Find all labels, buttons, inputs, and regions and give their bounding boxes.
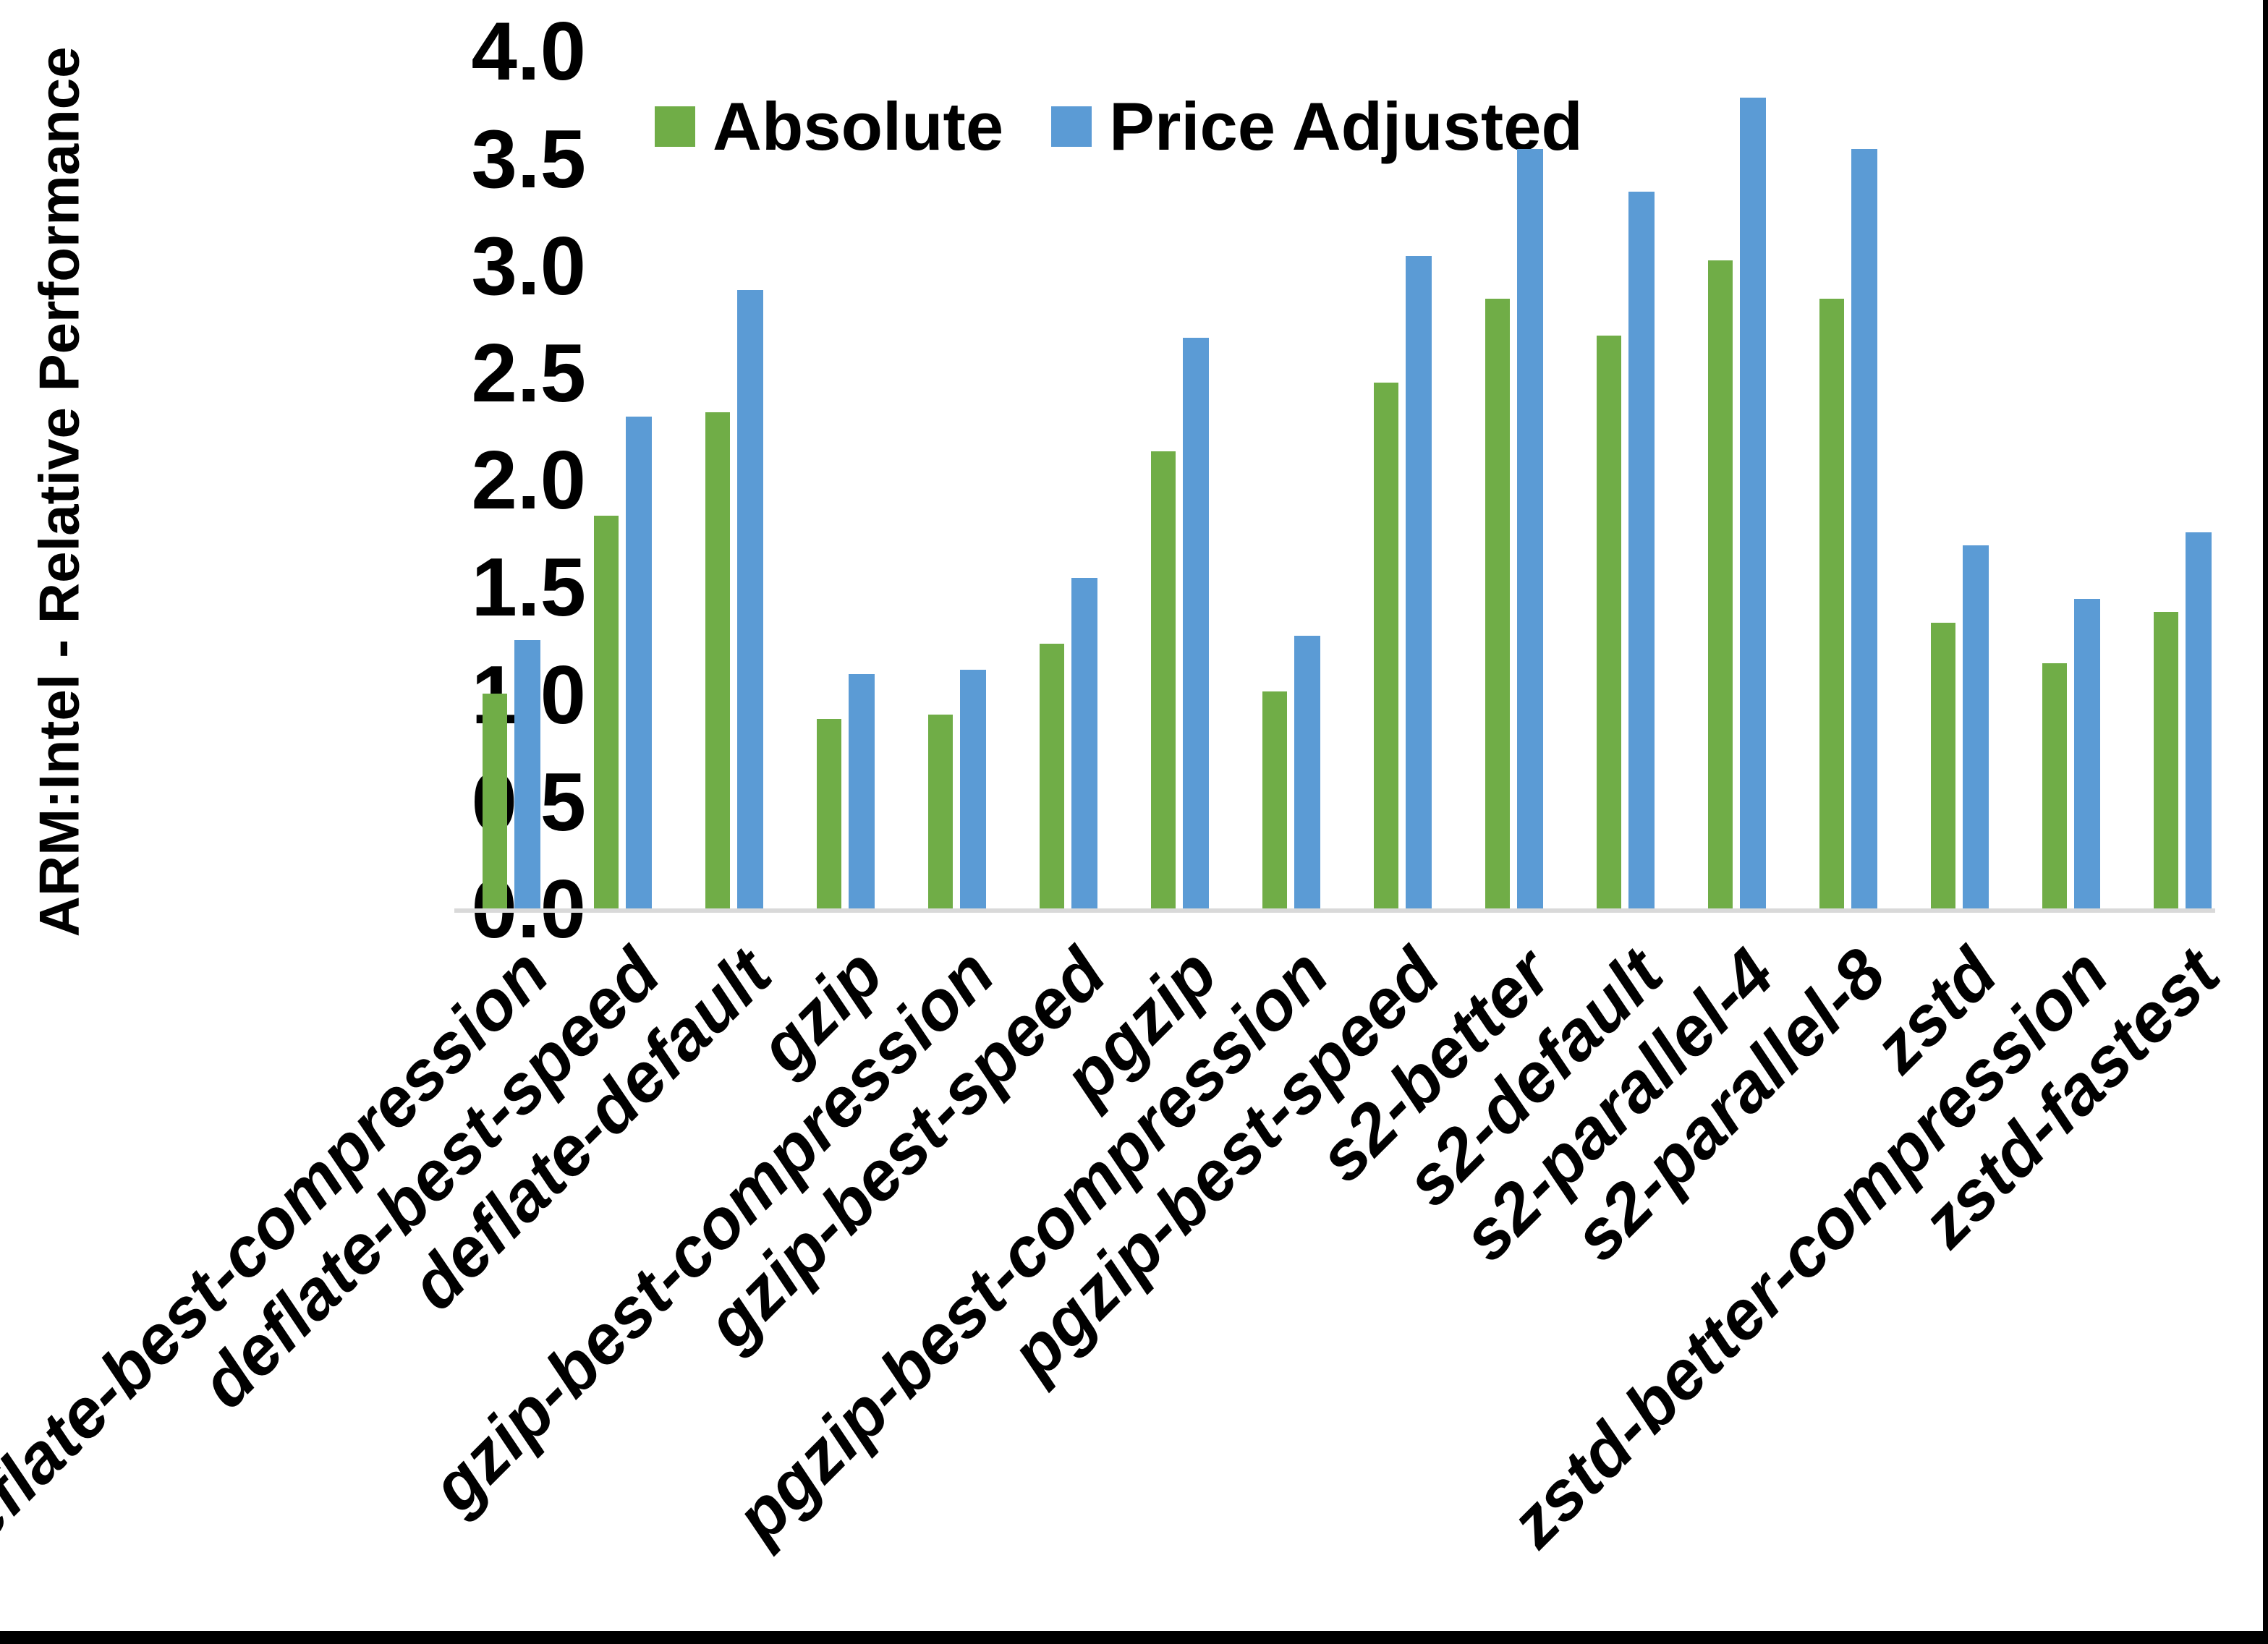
- y-tick-label: 4.0: [471, 6, 586, 98]
- bar-price-adjusted-deflate-best-compression: [514, 640, 540, 910]
- legend: Absolute Price Adjusted: [655, 93, 1583, 161]
- bar-absolute-zstd: [1931, 623, 1955, 910]
- legend-swatch-price-adjusted: [1051, 106, 1092, 147]
- bar-absolute-pgzip-best-compression: [1262, 691, 1287, 910]
- bar-absolute-gzip: [817, 719, 841, 910]
- bar-absolute-pgzip: [1151, 451, 1176, 910]
- bar-absolute-zstd-better-compression: [2042, 663, 2067, 910]
- bar-absolute-s2-parallel-8: [1819, 299, 1844, 910]
- bar-price-adjusted-zstd-fastest: [2186, 532, 2212, 910]
- bar-price-adjusted-gzip: [849, 674, 875, 910]
- bar-absolute-pgzip-best-speed: [1374, 383, 1398, 910]
- y-tick-label: 2.0: [471, 435, 586, 527]
- bar-price-adjusted-s2-default: [1628, 192, 1655, 910]
- bar-price-adjusted-s2-better: [1517, 149, 1543, 910]
- bar-absolute-gzip-best-compression: [928, 715, 953, 910]
- bar-price-adjusted-s2-parallel-4: [1740, 98, 1766, 910]
- bar-price-adjusted-pgzip-best-compression: [1294, 636, 1320, 910]
- legend-label-price-adjusted: Price Adjusted: [1109, 88, 1583, 164]
- bar-absolute-deflate-best-speed: [594, 516, 619, 910]
- bar-price-adjusted-s2-parallel-8: [1851, 149, 1877, 910]
- bar-absolute-s2-better: [1485, 299, 1510, 910]
- bar-price-adjusted-deflate-best-speed: [626, 417, 652, 910]
- bar-price-adjusted-zstd-better-compression: [2074, 599, 2100, 910]
- bar-price-adjusted-gzip-best-speed: [1071, 578, 1097, 910]
- y-tick-label: 1.0: [347, 654, 586, 737]
- bar-absolute-s2-parallel-4: [1708, 260, 1733, 910]
- y-tick-label: 1.5: [471, 542, 586, 634]
- legend-item-price-adjusted: Price Adjusted: [1051, 93, 1583, 161]
- bar-price-adjusted-deflate-default: [737, 290, 763, 910]
- bar-price-adjusted-zstd: [1963, 545, 1989, 910]
- legend-swatch-absolute: [655, 106, 695, 147]
- bar-absolute-zstd-fastest: [2154, 612, 2178, 910]
- y-tick-label: 0.5: [347, 761, 586, 844]
- bar-price-adjusted-pgzip-best-speed: [1406, 256, 1432, 910]
- bar-absolute-deflate-default: [705, 412, 730, 910]
- y-tick-label: 3.0: [471, 220, 586, 312]
- y-axis-title: ARM:Intel - Relative Performance: [27, 46, 91, 937]
- bar-absolute-s2-default: [1597, 336, 1621, 910]
- y-tick-label: 3.5: [471, 113, 586, 205]
- legend-label-absolute: Absolute: [713, 88, 1004, 164]
- x-axis-line: [454, 908, 2215, 913]
- bar-absolute-gzip-best-speed: [1040, 644, 1064, 910]
- legend-item-absolute: Absolute: [655, 93, 1003, 161]
- bottom-border: [0, 1631, 2268, 1644]
- bar-price-adjusted-gzip-best-compression: [960, 670, 986, 910]
- bar-absolute-deflate-best-compression: [483, 694, 507, 910]
- right-border: [2263, 0, 2268, 1644]
- y-tick-label: 2.5: [471, 328, 586, 419]
- bar-price-adjusted-pgzip: [1183, 338, 1209, 910]
